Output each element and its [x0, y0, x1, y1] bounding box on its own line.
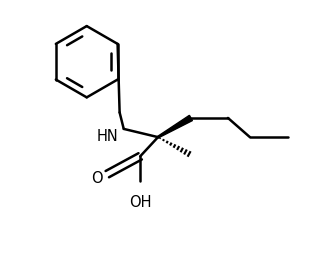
Text: OH: OH	[129, 195, 151, 210]
Polygon shape	[158, 115, 193, 138]
Text: HN: HN	[96, 129, 118, 144]
Text: O: O	[91, 171, 103, 186]
